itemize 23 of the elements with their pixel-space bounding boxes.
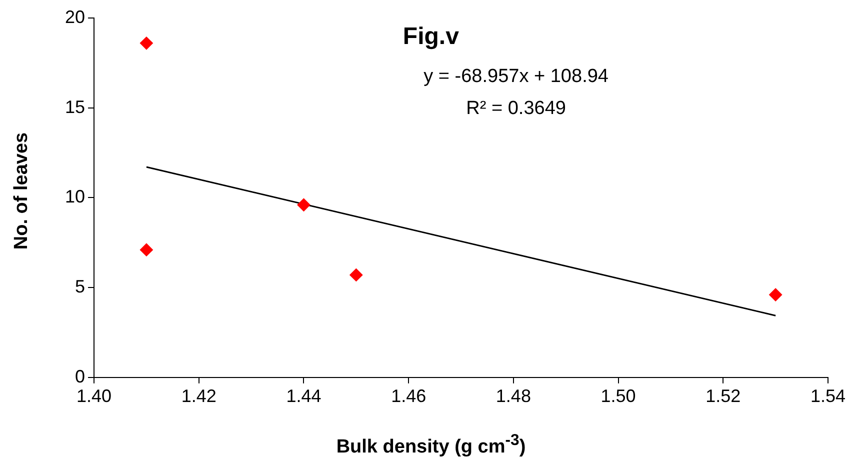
point [140,36,153,50]
y-tick-label: 0 [75,366,86,386]
point [769,288,782,302]
x-tick-label: 1.50 [600,386,636,406]
y-tick-label: 10 [64,186,86,207]
annotation: y = -68.957x + 108.94 [424,66,609,87]
y-tick-label: 5 [75,276,86,297]
point [140,243,153,256]
x-tick-label: 1.46 [391,386,426,406]
y-axis-title: No. of leaves [11,131,33,252]
y-tick-label: 20 [64,6,86,27]
point [350,268,363,282]
point [297,198,310,212]
x-tick-label: 1.40 [76,386,112,406]
chart-title: Fig.v [402,23,460,50]
annotation: R² = 0.3649 [466,98,566,119]
x-tick-label: 1.42 [181,386,216,406]
x-tick-label: 1.44 [286,386,322,406]
x-tick-label: 1.52 [706,386,741,406]
y-tick-label: 15 [64,96,86,117]
x-tick-label: 1.54 [810,386,846,406]
x-axis-title: Bulk density (g cm$^{-3}$) [335,432,527,458]
x-tick-label: 1.48 [496,386,531,406]
